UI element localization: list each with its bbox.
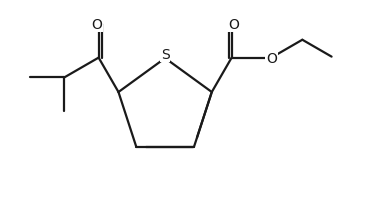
Text: O: O bbox=[266, 51, 277, 65]
Text: S: S bbox=[161, 48, 170, 62]
Text: O: O bbox=[228, 18, 239, 32]
Text: O: O bbox=[91, 18, 102, 32]
